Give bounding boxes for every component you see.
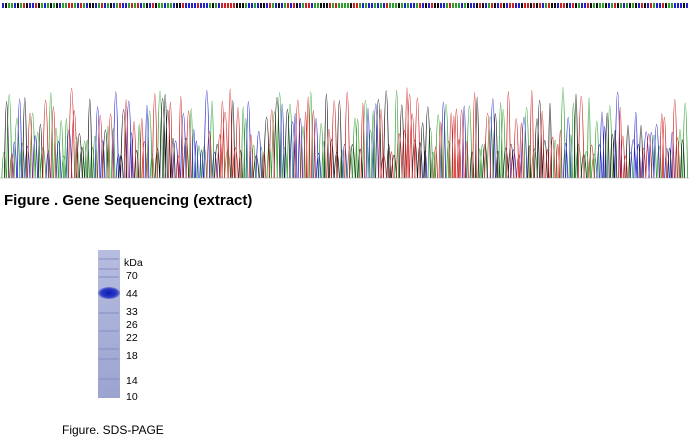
sds-page-figure-caption: Figure. SDS-PAGE	[62, 423, 164, 437]
trace-peaks	[11, 90, 675, 179]
marker-label: 26	[126, 319, 138, 331]
main-protein-band	[98, 287, 120, 299]
marker-label: 14	[126, 375, 138, 387]
marker-label: 70	[126, 270, 138, 282]
marker-label: 44	[126, 288, 138, 300]
sds-page-gel-lane	[98, 250, 120, 398]
sequencing-chromatogram	[0, 0, 689, 182]
gel-lane-background	[98, 250, 120, 398]
molecular-weight-marker-labels: kDa 70 44 33 26 22 18 14 10	[124, 257, 164, 403]
marker-label: 22	[126, 332, 138, 344]
trace-peaks	[9, 87, 681, 179]
marker-label: 18	[126, 350, 138, 362]
sequence-letters-strip	[2, 3, 688, 8]
kda-unit-label: kDa	[124, 257, 143, 269]
trace-peaks	[4, 90, 685, 179]
marker-label: 33	[126, 306, 138, 318]
chromatogram-traces	[0, 87, 689, 179]
marker-label: 10	[126, 391, 138, 403]
sequencing-figure-caption: Figure . Gene Sequencing (extract)	[4, 192, 253, 209]
